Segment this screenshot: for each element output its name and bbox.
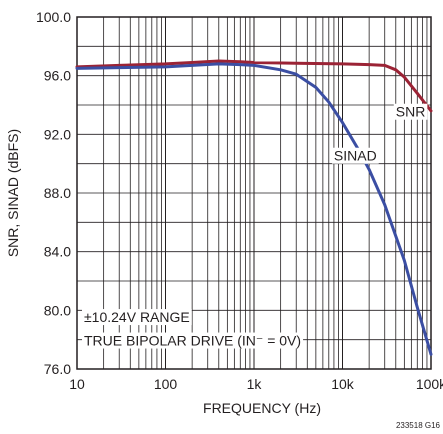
- annotation-background: [82, 332, 304, 349]
- y-tick-label: 84.0: [44, 244, 71, 260]
- y-tick-label: 88.0: [44, 185, 71, 201]
- x-tick-label: 10k: [331, 376, 355, 392]
- x-tick-label: 1k: [247, 376, 263, 392]
- x-axis-label: FREQUENCY (Hz): [203, 400, 321, 416]
- y-tick-labels: 76.0 80.0 84.0 88.0 92.0 96.0 100.0: [36, 9, 71, 377]
- annotation-text: SNR: [396, 104, 426, 120]
- grid: [77, 17, 431, 369]
- series-line-snr: [75, 59, 433, 113]
- annotation: SINAD: [331, 147, 379, 164]
- annotation-background: [331, 147, 379, 164]
- annotation-text: SINAD: [334, 148, 377, 164]
- figure-id: 233518 G16: [396, 421, 441, 430]
- annotation-text: TRUE BIPOLAR DRIVE (IN⁻ = 0V): [84, 333, 301, 349]
- series-line-sinad: [75, 62, 433, 356]
- y-axis-label: SNR, SINAD (dBFS): [5, 129, 21, 257]
- x-tick-label: 100: [154, 376, 178, 392]
- annotation: ±10.24V RANGE: [82, 309, 192, 326]
- x-tick-label: 100k: [416, 376, 443, 392]
- y-tick-label: 80.0: [44, 302, 71, 318]
- annotations: SNR SINAD ±10.24V RANGE TRUE BIPOLAR DRIVE …: [82, 103, 428, 349]
- annotation-background: [393, 103, 428, 120]
- annotation: SNR: [393, 103, 428, 120]
- annotation: TRUE BIPOLAR DRIVE (IN⁻ = 0V): [82, 332, 304, 349]
- y-tick-label: 96.0: [44, 68, 71, 84]
- annotation-background: [82, 309, 192, 326]
- y-tick-label: 92.0: [44, 126, 71, 142]
- y-tick-label: 76.0: [44, 361, 71, 377]
- plot-frame: [76, 16, 432, 370]
- x-tick-labels: 10 100 1k 10k 100k: [69, 376, 443, 392]
- annotation-text: ±10.24V RANGE: [84, 309, 190, 325]
- x-tick-label: 10: [69, 376, 85, 392]
- y-tick-label: 100.0: [36, 9, 71, 25]
- series-group: [75, 59, 433, 356]
